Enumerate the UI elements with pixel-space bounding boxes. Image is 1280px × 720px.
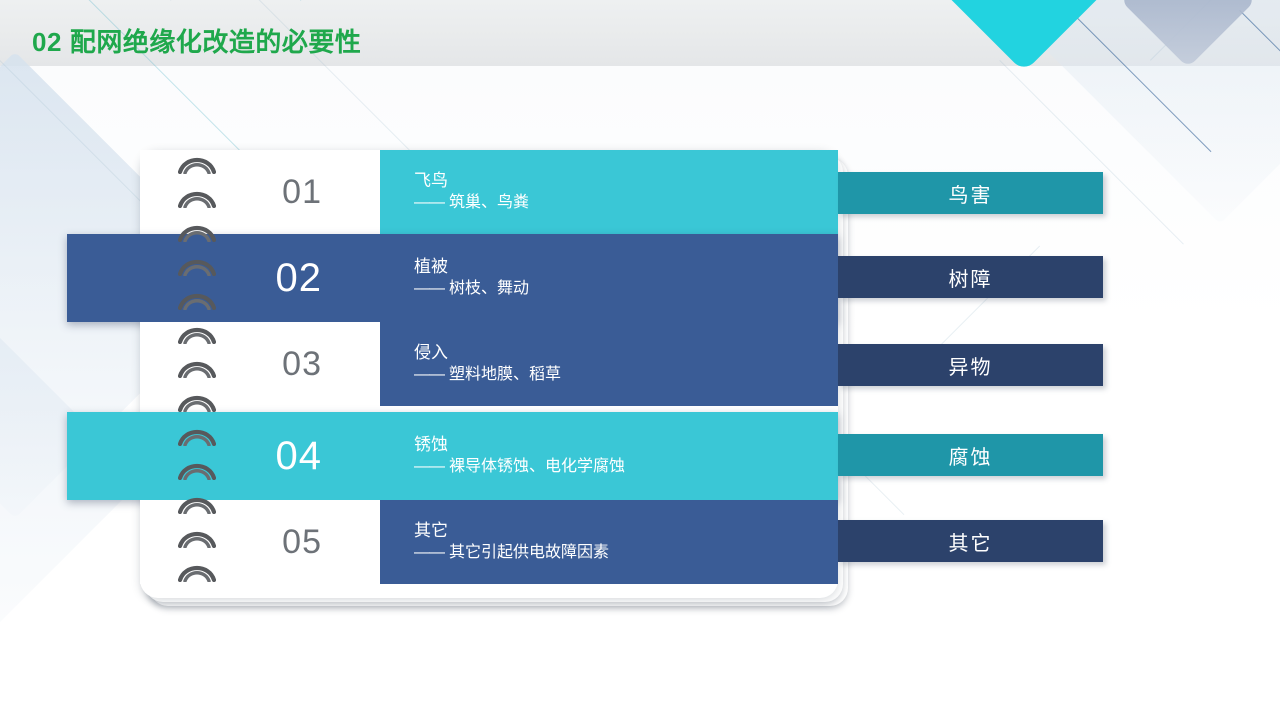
page-title-number: 02 <box>32 27 62 57</box>
row-detail: —— 筑巢、鸟粪 <box>414 193 838 213</box>
category-label[interactable]: 异物 <box>838 344 1103 386</box>
category-label-text: 鸟害 <box>948 184 993 207</box>
page-title-text: 配网绝缘化改造的必要性 <box>69 27 362 57</box>
row-detail-text: 树枝、舞动 <box>449 279 530 297</box>
card-row[interactable]: 04 锈蚀 —— 裸导体锈蚀、电化学腐蚀 <box>67 412 838 500</box>
category-label-text: 异物 <box>948 356 993 379</box>
row-detail-text: 其它引起供电故障因素 <box>449 543 610 561</box>
row-number-cell: 02 <box>67 234 380 322</box>
row-number: 03 <box>282 344 322 383</box>
row-number-cell: 01 <box>140 150 380 234</box>
row-text: 飞鸟 —— 筑巢、鸟粪 <box>398 171 838 213</box>
spiral-binding <box>177 152 218 597</box>
category-label[interactable]: 树障 <box>838 256 1103 298</box>
row-body: 锈蚀 —— 裸导体锈蚀、电化学腐蚀 <box>380 435 838 477</box>
row-number-cell: 04 <box>67 412 380 500</box>
category-label[interactable]: 腐蚀 <box>838 434 1103 476</box>
row-number: 02 <box>275 255 322 300</box>
spiral-ring-icon <box>177 424 217 447</box>
spiral-ring-icon <box>177 526 217 549</box>
spiral-ring-icon <box>177 220 217 243</box>
row-body: 飞鸟 —— 筑巢、鸟粪 <box>380 150 838 234</box>
row-number: 05 <box>282 522 322 561</box>
spiral-ring-icon <box>177 390 217 413</box>
row-dash: —— <box>414 365 445 383</box>
spiral-ring-icon <box>177 152 217 175</box>
spiral-ring-icon <box>177 356 217 379</box>
category-label-text: 其它 <box>948 532 993 555</box>
spiral-ring-icon <box>177 492 217 515</box>
page-title: 02 配网绝缘化改造的必要性 <box>32 22 361 59</box>
category-label-text: 腐蚀 <box>948 446 993 469</box>
card-row[interactable]: 01 飞鸟 —— 筑巢、鸟粪 <box>140 150 838 234</box>
row-dash: —— <box>414 543 445 561</box>
row-text: 其它 —— 其它引起供电故障因素 <box>398 521 838 563</box>
card-row[interactable]: 05 其它 —— 其它引起供电故障因素 <box>140 500 838 584</box>
row-text: 锈蚀 —— 裸导体锈蚀、电化学腐蚀 <box>398 435 838 477</box>
row-number-cell: 03 <box>140 322 380 406</box>
spiral-ring-icon <box>177 560 217 583</box>
row-detail: —— 树枝、舞动 <box>414 279 838 299</box>
notebook-card: 01 飞鸟 —— 筑巢、鸟粪 02 植被 —— 树枝、舞动 03 侵入 —— 塑料地膜、稻草 04 锈蚀 —… <box>67 150 848 606</box>
row-dash: —— <box>414 457 445 475</box>
row-detail: —— 塑料地膜、稻草 <box>414 365 838 385</box>
row-number-cell: 05 <box>140 500 380 584</box>
row-body: 其它 —— 其它引起供电故障因素 <box>380 500 838 584</box>
row-detail-text: 塑料地膜、稻草 <box>449 365 562 383</box>
row-title: 植被 <box>414 257 448 277</box>
row-title: 其它 <box>414 521 448 541</box>
category-label[interactable]: 鸟害 <box>838 172 1103 214</box>
row-dash: —— <box>414 279 445 297</box>
card-row[interactable]: 03 侵入 —— 塑料地膜、稻草 <box>140 322 838 406</box>
spiral-ring-icon <box>177 254 217 277</box>
row-text: 侵入 —— 塑料地膜、稻草 <box>398 343 838 385</box>
card-rows: 01 飞鸟 —— 筑巢、鸟粪 02 植被 —— 树枝、舞动 03 侵入 —— 塑料地膜、稻草 04 锈蚀 —… <box>67 150 838 598</box>
spiral-ring-icon <box>177 186 217 209</box>
spiral-ring-icon <box>177 288 217 311</box>
row-title: 锈蚀 <box>414 435 448 455</box>
row-dash: —— <box>414 193 445 211</box>
category-label-text: 树障 <box>948 268 993 291</box>
row-detail: —— 其它引起供电故障因素 <box>414 543 838 563</box>
row-detail-text: 裸导体锈蚀、电化学腐蚀 <box>449 457 626 475</box>
category-label[interactable]: 其它 <box>838 520 1103 562</box>
spiral-ring-icon <box>177 322 217 345</box>
row-text: 植被 —— 树枝、舞动 <box>398 257 838 299</box>
spiral-ring-icon <box>177 458 217 481</box>
row-detail: —— 裸导体锈蚀、电化学腐蚀 <box>414 457 838 477</box>
card-row[interactable]: 02 植被 —— 树枝、舞动 <box>67 234 838 322</box>
row-body: 植被 —— 树枝、舞动 <box>380 257 838 299</box>
category-label-column: 鸟害树障异物腐蚀其它 <box>838 150 1138 605</box>
row-number: 01 <box>282 172 322 211</box>
row-title: 飞鸟 <box>414 171 448 191</box>
row-title: 侵入 <box>414 343 448 363</box>
row-number: 04 <box>275 433 322 478</box>
row-body: 侵入 —— 塑料地膜、稻草 <box>380 322 838 406</box>
row-detail-text: 筑巢、鸟粪 <box>449 193 530 211</box>
